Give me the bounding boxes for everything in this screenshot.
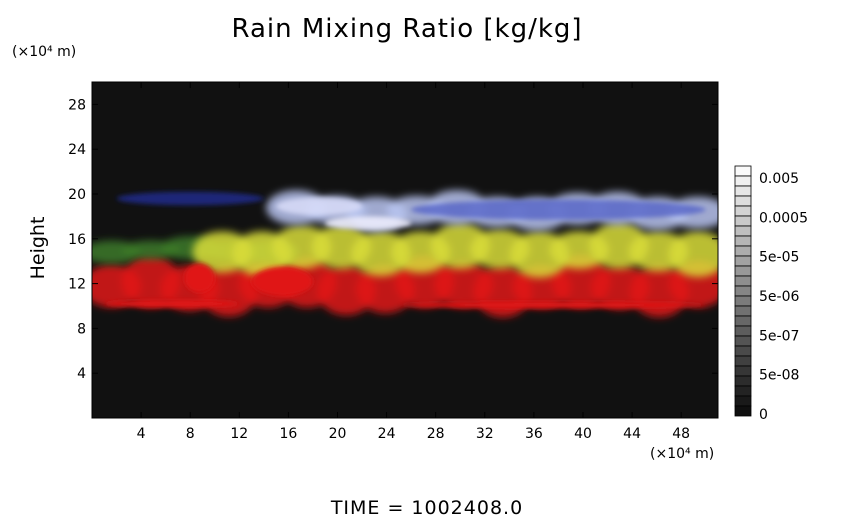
- x-tick: 12: [230, 82, 248, 442]
- colorbar-segment: [734, 395, 752, 407]
- region-red-detail-blob: [184, 263, 215, 293]
- colorbar-segment: [734, 275, 752, 287]
- region-blue-detail-blob: [276, 197, 363, 216]
- x-tick: 24: [378, 82, 396, 442]
- x-tick: 44: [623, 82, 641, 442]
- x-tick: 20: [329, 82, 347, 442]
- x-tick: 48: [672, 82, 690, 442]
- region-blue-detail-blob: [116, 191, 264, 206]
- x-tick: 4: [137, 82, 146, 442]
- colorbar-segment: [734, 285, 752, 297]
- colorbar-segment: [734, 195, 752, 207]
- colorbar-label: 5e-05: [759, 250, 799, 266]
- x-tick: 40: [574, 82, 592, 442]
- y-tick-label: 24: [68, 142, 86, 158]
- x-tick-label: 40: [574, 426, 592, 442]
- colorbar-segment: [734, 215, 752, 227]
- x-tick-label: 16: [279, 426, 297, 442]
- region-blue-detail-blob: [325, 216, 412, 230]
- x-tick: 32: [476, 82, 494, 442]
- x-tick: 8: [186, 82, 195, 442]
- colorbar-segment: [734, 405, 752, 417]
- colorbar-segment: [734, 235, 752, 247]
- colorbar-segment: [734, 355, 752, 367]
- y-tick-label: 12: [68, 277, 86, 293]
- colorbar-segment: [734, 205, 752, 217]
- colorbar-segment: [734, 325, 752, 337]
- region-red-detail: [104, 263, 706, 309]
- y-tick-label: 4: [77, 366, 86, 382]
- colorbar-segment: [734, 255, 752, 267]
- y-unit-label: (×10⁴ m): [12, 44, 77, 60]
- y-tick: 24: [68, 142, 718, 158]
- colorbar-segment: [734, 365, 752, 377]
- region-yellow: [192, 222, 718, 278]
- x-tick-label: 32: [476, 426, 494, 442]
- colorbar-segment: [734, 245, 752, 257]
- x-tick-label: 36: [525, 426, 543, 442]
- x-tick: 28: [427, 82, 445, 442]
- x-tick-label: 8: [186, 426, 195, 442]
- y-tick: 28: [68, 97, 718, 113]
- colorbar-label: 5e-07: [759, 328, 799, 344]
- colorbar-segment: [734, 165, 752, 177]
- colorbar-segment: [734, 305, 752, 317]
- colorbar-segment: [734, 375, 752, 387]
- y-tick-label: 16: [68, 232, 86, 248]
- x-tick: 36: [525, 82, 543, 442]
- region-yellow-blob: [668, 231, 718, 277]
- y-tick: 16: [68, 232, 718, 248]
- y-tick: 12: [68, 277, 718, 293]
- x-unit-label: (×10⁴ m): [650, 446, 715, 462]
- colorbar-segment: [734, 175, 752, 187]
- field-layer: [92, 190, 718, 318]
- colorbar-label: 0.0005: [759, 210, 808, 226]
- region-red-detail-blob: [398, 301, 706, 309]
- y-tick-label: 20: [68, 187, 86, 203]
- y-tick: 20: [68, 187, 718, 203]
- colorbar: 0.005 0.0005 5e-05 5e-06 5e-07 5e-08 0: [734, 165, 808, 423]
- plot-frame: [91, 81, 719, 419]
- colorbar-segment: [734, 185, 752, 197]
- x-tick-label: 24: [378, 426, 396, 442]
- y-tick: 8: [77, 321, 718, 337]
- y-axis: 4 8 12 16 20 24 28: [68, 97, 718, 382]
- x-tick-label: 44: [623, 426, 641, 442]
- x-tick: 16: [279, 82, 297, 442]
- colorbar-label: 0: [759, 407, 768, 423]
- x-tick-label: 20: [329, 426, 347, 442]
- y-tick: 4: [77, 366, 718, 382]
- colorbar-segment: [734, 265, 752, 277]
- x-tick-label: 48: [672, 426, 690, 442]
- region-red-detail-blob: [251, 266, 313, 296]
- chart-title: Rain Mixing Ratio [kg/kg]: [231, 14, 583, 44]
- time-label: TIME = 1002408.0: [330, 497, 524, 519]
- x-tick-label: 12: [230, 426, 248, 442]
- colorbar-segment: [734, 315, 752, 327]
- colorbar-label: 5e-06: [759, 289, 799, 305]
- region-blue-detail-blob: [411, 199, 706, 220]
- y-tick-label: 8: [77, 321, 86, 337]
- region-red-detail-blob: [104, 299, 240, 308]
- colorbar-segment: [734, 335, 752, 347]
- colorbar-segment: [734, 295, 752, 307]
- x-tick-label: 28: [427, 426, 445, 442]
- x-tick-label: 4: [137, 426, 146, 442]
- colorbar-segment: [734, 225, 752, 237]
- x-axis: 4 8 12 16 20 24 28 32 36 40 44 48: [137, 82, 690, 442]
- y-tick-label: 28: [68, 97, 86, 113]
- colorbar-segment: [734, 345, 752, 357]
- colorbar-segment: [734, 385, 752, 397]
- colorbar-label: 0.005: [759, 171, 799, 187]
- region-blue-core: [116, 191, 706, 230]
- colorbar-label: 5e-08: [759, 368, 799, 384]
